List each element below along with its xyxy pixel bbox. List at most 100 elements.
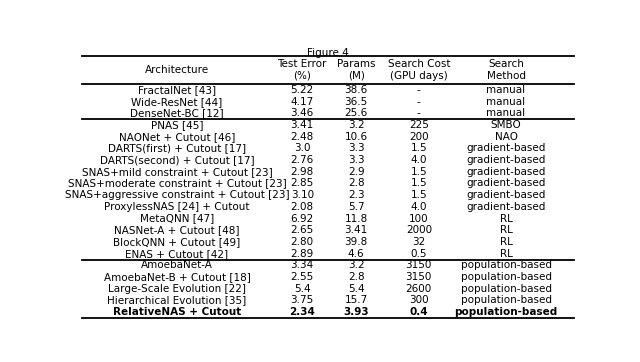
Text: NAO: NAO (495, 132, 518, 142)
Text: -: - (417, 85, 420, 95)
Text: DARTS(first) + Cutout [17]: DARTS(first) + Cutout [17] (108, 143, 246, 153)
Text: manual: manual (486, 97, 525, 106)
Text: Params
(M): Params (M) (337, 59, 376, 81)
Text: 10.6: 10.6 (345, 132, 368, 142)
Text: 4.17: 4.17 (291, 97, 314, 106)
Text: RL: RL (500, 214, 513, 224)
Text: 1.5: 1.5 (410, 167, 427, 177)
Text: 6.92: 6.92 (291, 214, 314, 224)
Text: 5.4: 5.4 (348, 284, 365, 294)
Text: 36.5: 36.5 (344, 97, 368, 106)
Text: Search
Method: Search Method (486, 59, 525, 81)
Text: gradient-based: gradient-based (467, 178, 546, 189)
Text: AmoebaNet-B + Cutout [18]: AmoebaNet-B + Cutout [18] (104, 272, 250, 282)
Text: NAONet + Cutout [46]: NAONet + Cutout [46] (119, 132, 235, 142)
Text: population-based: population-based (454, 307, 557, 317)
Text: 38.6: 38.6 (344, 85, 368, 95)
Text: ProxylessNAS [24] + Cutout: ProxylessNAS [24] + Cutout (104, 202, 250, 212)
Text: RL: RL (500, 237, 513, 247)
Text: 225: 225 (409, 120, 429, 130)
Text: Search Cost
(GPU days): Search Cost (GPU days) (388, 59, 450, 81)
Text: 3.34: 3.34 (291, 260, 314, 270)
Text: 1.5: 1.5 (410, 190, 427, 200)
Text: 2.89: 2.89 (291, 249, 314, 259)
Text: 2.8: 2.8 (348, 272, 365, 282)
Text: manual: manual (486, 85, 525, 95)
Text: 4.0: 4.0 (411, 202, 427, 212)
Text: -: - (417, 97, 420, 106)
Text: 32: 32 (412, 237, 426, 247)
Text: gradient-based: gradient-based (467, 202, 546, 212)
Text: gradient-based: gradient-based (467, 155, 546, 165)
Text: 300: 300 (409, 295, 429, 306)
Text: 3.41: 3.41 (344, 225, 368, 235)
Text: 0.5: 0.5 (411, 249, 427, 259)
Text: 3.3: 3.3 (348, 143, 365, 153)
Text: Test Error
(%): Test Error (%) (278, 59, 327, 81)
Text: BlockQNN + Cutout [49]: BlockQNN + Cutout [49] (113, 237, 241, 247)
Text: ENAS + Cutout [42]: ENAS + Cutout [42] (125, 249, 228, 259)
Text: -: - (417, 108, 420, 118)
Text: 2.8: 2.8 (348, 178, 365, 189)
Text: 2.65: 2.65 (291, 225, 314, 235)
Text: NASNet-A + Cutout [48]: NASNet-A + Cutout [48] (115, 225, 240, 235)
Text: Large-Scale Evolution [22]: Large-Scale Evolution [22] (108, 284, 246, 294)
Text: 2000: 2000 (406, 225, 432, 235)
Text: DARTS(second) + Cutout [17]: DARTS(second) + Cutout [17] (100, 155, 254, 165)
Text: Figure 4: Figure 4 (307, 48, 349, 58)
Text: manual: manual (486, 108, 525, 118)
Text: population-based: population-based (461, 260, 552, 270)
Text: 3.46: 3.46 (291, 108, 314, 118)
Text: 2.85: 2.85 (291, 178, 314, 189)
Text: population-based: population-based (461, 284, 552, 294)
Text: 2.9: 2.9 (348, 167, 365, 177)
Text: FractalNet [43]: FractalNet [43] (138, 85, 216, 95)
Text: Wide-ResNet [44]: Wide-ResNet [44] (131, 97, 223, 106)
Text: 2.98: 2.98 (291, 167, 314, 177)
Text: 1.5: 1.5 (410, 178, 427, 189)
Text: PNAS [45]: PNAS [45] (151, 120, 204, 130)
Text: 3.93: 3.93 (344, 307, 369, 317)
Text: 5.22: 5.22 (291, 85, 314, 95)
Text: MetaQNN [47]: MetaQNN [47] (140, 214, 214, 224)
Text: 1.5: 1.5 (410, 143, 427, 153)
Text: 0.4: 0.4 (410, 307, 428, 317)
Text: 3.0: 3.0 (294, 143, 310, 153)
Text: SNAS+mild constraint + Cutout [23]: SNAS+mild constraint + Cutout [23] (82, 167, 273, 177)
Text: Hierarchical Evolution [35]: Hierarchical Evolution [35] (108, 295, 246, 306)
Text: 3.10: 3.10 (291, 190, 314, 200)
Text: population-based: population-based (461, 272, 552, 282)
Text: 2.34: 2.34 (289, 307, 315, 317)
Text: gradient-based: gradient-based (467, 167, 546, 177)
Text: AmoebaNet-A: AmoebaNet-A (141, 260, 213, 270)
Text: population-based: population-based (461, 295, 552, 306)
Text: 25.6: 25.6 (344, 108, 368, 118)
Text: 3150: 3150 (406, 272, 432, 282)
Text: 15.7: 15.7 (344, 295, 368, 306)
Text: 2.55: 2.55 (291, 272, 314, 282)
Text: 2.48: 2.48 (291, 132, 314, 142)
Text: 3.75: 3.75 (291, 295, 314, 306)
Text: 11.8: 11.8 (344, 214, 368, 224)
Text: 2.76: 2.76 (291, 155, 314, 165)
Text: RL: RL (500, 249, 513, 259)
Text: Architecture: Architecture (145, 65, 209, 75)
Text: RelativeNAS + Cutout: RelativeNAS + Cutout (113, 307, 241, 317)
Text: 5.4: 5.4 (294, 284, 310, 294)
Text: 2600: 2600 (406, 284, 432, 294)
Text: 2.08: 2.08 (291, 202, 314, 212)
Text: gradient-based: gradient-based (467, 143, 546, 153)
Text: 2.3: 2.3 (348, 190, 365, 200)
Text: 3.3: 3.3 (348, 155, 365, 165)
Text: RL: RL (500, 225, 513, 235)
Text: SMBO: SMBO (491, 120, 522, 130)
Text: SNAS+aggressive constraint + Cutout [23]: SNAS+aggressive constraint + Cutout [23] (65, 190, 289, 200)
Text: 4.0: 4.0 (411, 155, 427, 165)
Text: 3.2: 3.2 (348, 260, 365, 270)
Text: 4.6: 4.6 (348, 249, 365, 259)
Text: 100: 100 (409, 214, 429, 224)
Text: gradient-based: gradient-based (467, 190, 546, 200)
Text: 3.2: 3.2 (348, 120, 365, 130)
Text: 3.41: 3.41 (291, 120, 314, 130)
Text: 39.8: 39.8 (344, 237, 368, 247)
